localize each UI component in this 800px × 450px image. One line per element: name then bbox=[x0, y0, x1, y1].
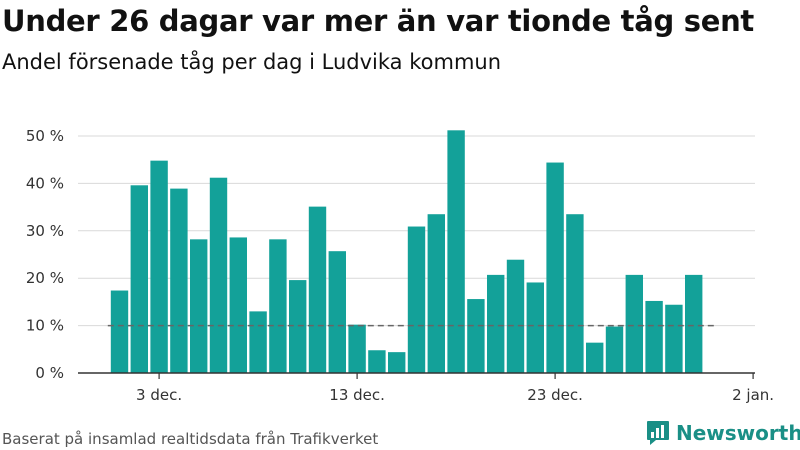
bar bbox=[269, 239, 287, 373]
y-tick-label: 50 % bbox=[26, 127, 64, 145]
x-tick-label: 2 jan. bbox=[732, 386, 774, 404]
bar bbox=[308, 206, 327, 373]
bar bbox=[130, 185, 148, 373]
bar bbox=[447, 130, 465, 373]
bar bbox=[348, 324, 366, 373]
bar bbox=[467, 299, 485, 373]
bar bbox=[506, 259, 525, 373]
bar bbox=[487, 274, 505, 373]
newsworthy-logo: Newsworthy bbox=[646, 420, 800, 446]
bar bbox=[407, 226, 426, 373]
bar bbox=[586, 342, 604, 373]
bar-chart-logo-icon bbox=[647, 421, 669, 445]
bar bbox=[605, 326, 624, 373]
x-tick-label: 13 dec. bbox=[329, 386, 385, 404]
bar bbox=[546, 162, 564, 373]
y-tick-label: 30 % bbox=[26, 222, 64, 240]
chart-title: Under 26 dagar var mer än var tionde tåg… bbox=[2, 4, 754, 38]
bar bbox=[209, 177, 228, 373]
bar bbox=[685, 274, 703, 373]
bar bbox=[150, 160, 168, 373]
y-tick-label: 20 % bbox=[26, 269, 64, 287]
bar bbox=[566, 214, 584, 373]
bar bbox=[427, 214, 445, 373]
bar-chart: 0 % 10 % 20 % 30 % 40 % 50 % 3 dec. 13 dec. 23 d… bbox=[26, 127, 774, 404]
x-tick-label: 23 dec. bbox=[527, 386, 583, 404]
bar bbox=[368, 350, 386, 373]
bar bbox=[526, 282, 544, 373]
chart-subtitle: Andel försenade tåg per dag i Ludvika ko… bbox=[2, 50, 502, 74]
source-note: Baserat på insamlad realtidsdata från Tr… bbox=[2, 430, 379, 448]
bar bbox=[249, 311, 267, 373]
bar bbox=[625, 274, 643, 373]
y-tick-label: 40 % bbox=[26, 174, 64, 192]
brand-name: Newsworthy bbox=[676, 421, 800, 445]
bar bbox=[110, 290, 129, 373]
bar bbox=[170, 188, 188, 373]
bar bbox=[645, 300, 663, 373]
y-tick-label: 10 % bbox=[26, 317, 64, 335]
y-tick-label: 0 % bbox=[35, 364, 64, 382]
bar bbox=[328, 251, 346, 373]
bar bbox=[190, 239, 208, 373]
x-tick-label: 3 dec. bbox=[136, 386, 182, 404]
bar bbox=[289, 280, 307, 373]
bar bbox=[388, 352, 406, 373]
bar bbox=[229, 237, 247, 373]
bar bbox=[665, 304, 683, 373]
